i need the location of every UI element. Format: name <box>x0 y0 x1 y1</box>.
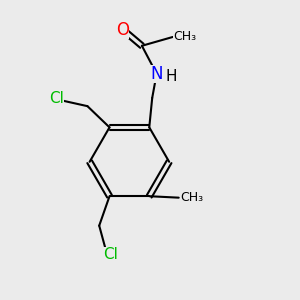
Text: N: N <box>150 65 163 83</box>
Text: O: O <box>116 21 129 39</box>
Text: CH₃: CH₃ <box>174 31 197 44</box>
Text: H: H <box>166 69 177 84</box>
Text: Cl: Cl <box>103 247 118 262</box>
Text: Cl: Cl <box>49 91 64 106</box>
Text: CH₃: CH₃ <box>180 191 203 204</box>
